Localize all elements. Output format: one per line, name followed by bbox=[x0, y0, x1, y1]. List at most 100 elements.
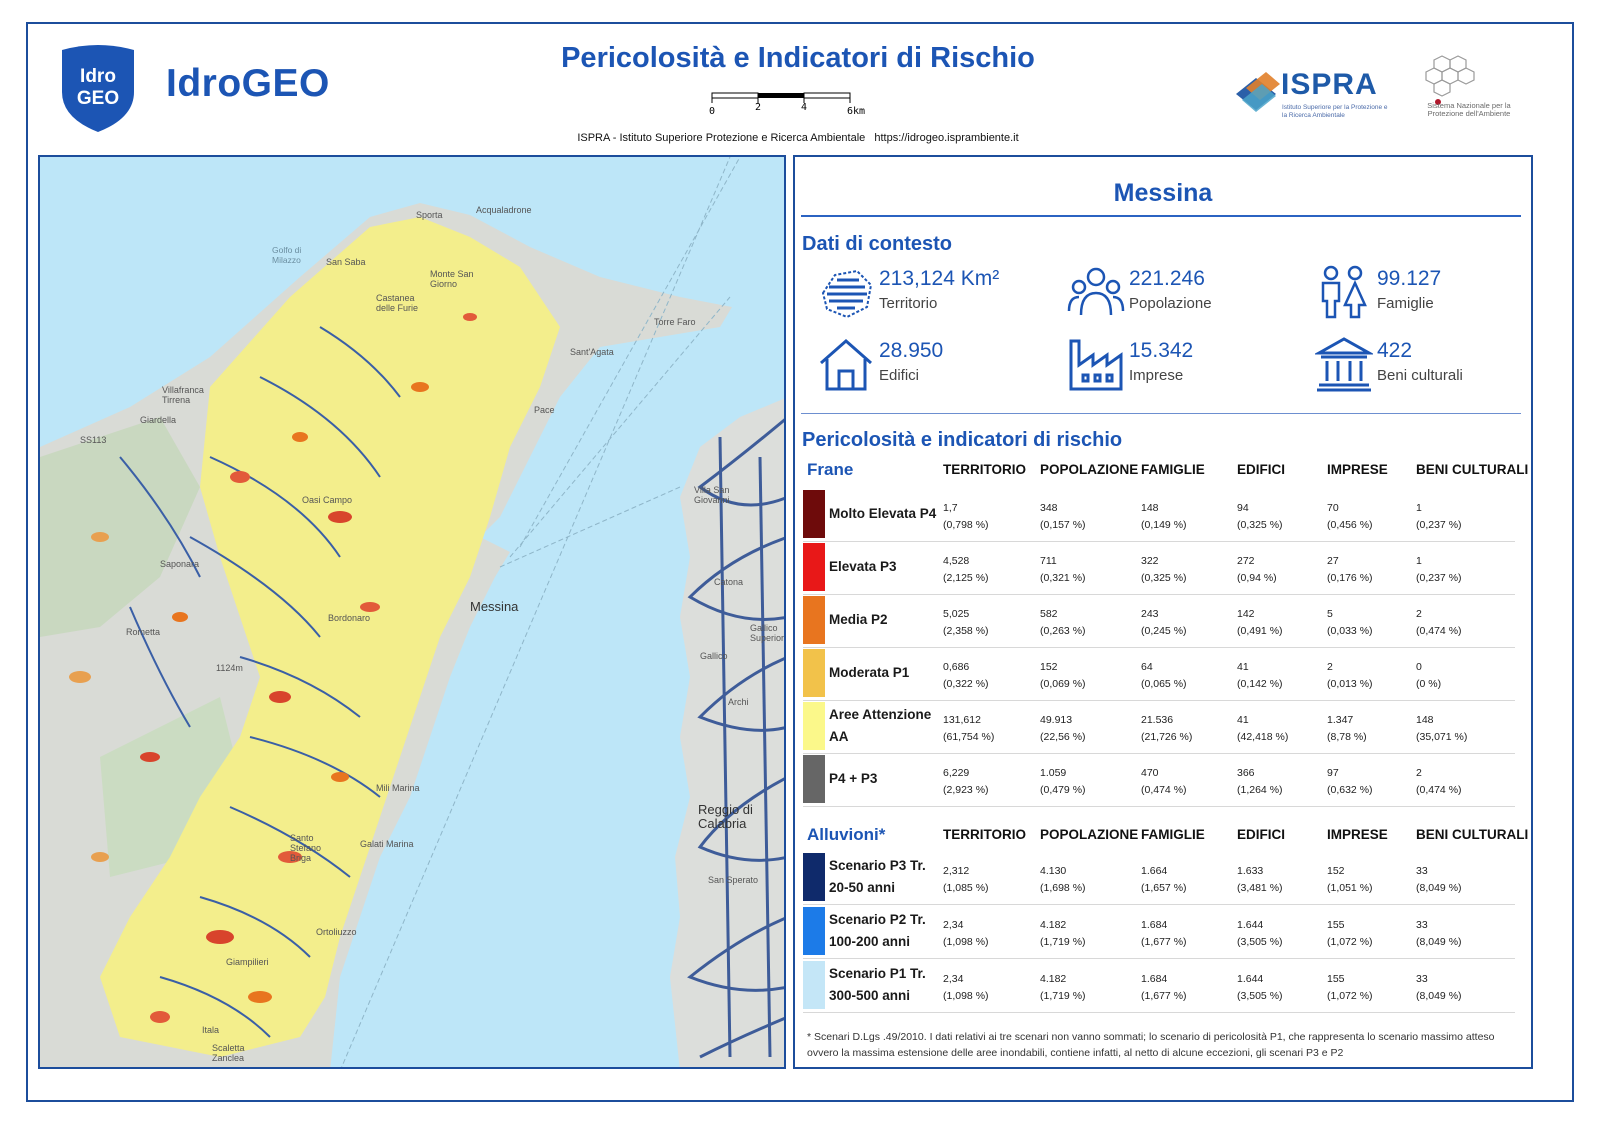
page-title: Pericolosità e Indicatori di Rischio bbox=[561, 42, 1035, 74]
cell-percentage: (0,325 %) bbox=[1141, 572, 1187, 584]
cell-value: 4.182 bbox=[1040, 919, 1067, 931]
cell-percentage: (1,072 %) bbox=[1327, 990, 1373, 1002]
table-cell: 4,528 (2,125 %) bbox=[943, 553, 989, 587]
imprese-label: Imprese bbox=[1129, 367, 1184, 384]
table-row: Scenario P1 Tr. 300-500 anni 2,34 (1,098 %… bbox=[803, 959, 1515, 1013]
cell-value: 1,7 bbox=[943, 502, 958, 514]
cell-value: 148 bbox=[1141, 502, 1159, 514]
cell-percentage: (3,505 %) bbox=[1237, 990, 1283, 1002]
table-cell: 0 (0 %) bbox=[1416, 659, 1441, 693]
place-label: Oasi Campo bbox=[302, 495, 353, 505]
row-label: P4 + P3 bbox=[829, 771, 878, 786]
col-edifici: EDIFICI bbox=[1237, 827, 1286, 842]
place-label: Sant'Agata bbox=[570, 347, 614, 357]
table-row: Elevata P3 4,528 (2,125 %) 711 (0,321 %) 322 (… bbox=[803, 541, 1515, 595]
cell-percentage: (1,072 %) bbox=[1327, 936, 1373, 948]
ispra-logo-icon bbox=[1236, 72, 1280, 112]
calabria-flood-network bbox=[687, 418, 784, 1059]
footnote: * Scenari D.Lgs .49/2010. I dati relativ… bbox=[807, 1031, 1495, 1059]
context-item-beni-culturali: 422 Beni culturali bbox=[1315, 335, 1535, 401]
cell-percentage: (2,358 %) bbox=[943, 625, 989, 637]
report-sheet: Idro GEO IdroGEO Pericolosità e Indicato… bbox=[26, 22, 1574, 1102]
population-icon bbox=[1067, 267, 1125, 316]
table-cell: 33 (8,049 %) bbox=[1416, 863, 1462, 897]
table-cell: 4.182 (1,719 %) bbox=[1040, 917, 1086, 951]
cell-percentage: (1,719 %) bbox=[1040, 936, 1086, 948]
place-label: Castanea delle Furie bbox=[376, 293, 419, 313]
table-cell: 1 (0,237 %) bbox=[1416, 553, 1462, 587]
table-cell: 142 (0,491 %) bbox=[1237, 606, 1283, 640]
table-cell: 1 (0,237 %) bbox=[1416, 500, 1462, 534]
alluvioni-title: Alluvioni* bbox=[807, 825, 886, 844]
map-canvas bbox=[40, 157, 784, 1067]
scale-label-4: 4 bbox=[801, 102, 807, 113]
legend-swatch bbox=[803, 907, 825, 955]
row-label: Scenario P3 Tr. 20-50 anni bbox=[829, 858, 926, 895]
table-cell: 41 (0,142 %) bbox=[1237, 659, 1283, 693]
cell-percentage: (0,263 %) bbox=[1040, 625, 1086, 637]
shield-text-bottom: GEO bbox=[77, 88, 119, 109]
cell-value: 1.684 bbox=[1141, 919, 1168, 931]
hazard-map[interactable]: Sporta Acqualadrone Golfo di Milazzo San… bbox=[38, 155, 786, 1069]
cell-percentage: (8,049 %) bbox=[1416, 936, 1462, 948]
credit-url[interactable]: https://idrogeo.isprambiente.it bbox=[874, 132, 1019, 144]
snpa-logo-icon bbox=[1425, 55, 1475, 105]
table-row: Media P2 5,025 (2,358 %) 582 (0,263 %) 243 (0,… bbox=[803, 594, 1515, 648]
table-cell: 49.913 (22,56 %) bbox=[1040, 712, 1086, 746]
table-cell: 470 (0,474 %) bbox=[1141, 765, 1187, 799]
cell-value: 2 bbox=[1416, 608, 1422, 620]
table-cell: 21.536 (21,726 %) bbox=[1141, 712, 1192, 746]
snpa-text: Sistema Nazionale per la Protezione dell… bbox=[1427, 101, 1511, 118]
cell-percentage: (0,798 %) bbox=[943, 519, 989, 531]
cell-percentage: (0,456 %) bbox=[1327, 519, 1373, 531]
col-territorio: TERRITORIO bbox=[943, 462, 1027, 477]
row-label: Scenario P1 Tr. 300-500 anni bbox=[829, 966, 926, 1003]
cell-percentage: (0,176 %) bbox=[1327, 572, 1373, 584]
city-name: Messina bbox=[1113, 179, 1213, 207]
cell-value: 348 bbox=[1040, 502, 1058, 514]
shield-text-top: Idro bbox=[80, 66, 116, 87]
place-label: Giampilieri bbox=[226, 957, 269, 967]
table-cell: 1.684 (1,677 %) bbox=[1141, 971, 1187, 1005]
cell-percentage: (3,481 %) bbox=[1237, 882, 1283, 894]
cell-percentage: (1,719 %) bbox=[1040, 990, 1086, 1002]
attention-area bbox=[100, 217, 560, 1057]
table-cell: 1.684 (1,677 %) bbox=[1141, 917, 1187, 951]
table-cell: 27 (0,176 %) bbox=[1327, 553, 1373, 587]
cell-value: 64 bbox=[1141, 661, 1153, 673]
cell-value: 1.347 bbox=[1327, 714, 1354, 726]
ispra-name: ISPRA bbox=[1281, 68, 1378, 101]
cell-value: 2 bbox=[1327, 661, 1333, 673]
imprese-value: 15.342 bbox=[1129, 339, 1194, 362]
cell-percentage: (8,78 %) bbox=[1327, 731, 1367, 743]
place-label-messina: Messina bbox=[470, 599, 519, 614]
cell-percentage: (0,013 %) bbox=[1327, 678, 1373, 690]
frane-table-header: Frane TERRITORIO POPOLAZIONE FAMIGLIE ED… bbox=[795, 460, 1535, 482]
cell-percentage: (8,049 %) bbox=[1416, 882, 1462, 894]
table-cell: 1.059 (0,479 %) bbox=[1040, 765, 1086, 799]
frane-title: Frane bbox=[807, 460, 854, 479]
row-label: Media P2 bbox=[829, 612, 888, 627]
cell-value: 152 bbox=[1040, 661, 1058, 673]
col-popolazione: POPOLAZIONE bbox=[1040, 827, 1139, 842]
cell-value: 4.130 bbox=[1040, 865, 1067, 877]
sicily-flood-channels bbox=[119, 326, 401, 1038]
cell-percentage: (0,321 %) bbox=[1040, 572, 1086, 584]
territorio-label: Territorio bbox=[879, 295, 938, 312]
place-label: Catona bbox=[714, 577, 744, 587]
cell-value: 1 bbox=[1416, 555, 1422, 567]
table-cell: 582 (0,263 %) bbox=[1040, 606, 1086, 640]
cell-percentage: (8,049 %) bbox=[1416, 990, 1462, 1002]
table-cell: 5 (0,033 %) bbox=[1327, 606, 1373, 640]
territory-icon bbox=[821, 269, 873, 319]
map-scale-bar: 0 2 4 6km bbox=[709, 92, 865, 117]
col-famiglie: FAMIGLIE bbox=[1141, 462, 1205, 477]
table-cell: 155 (1,072 %) bbox=[1327, 971, 1373, 1005]
cell-percentage: (0,149 %) bbox=[1141, 519, 1187, 531]
beni-culturali-label: Beni culturali bbox=[1377, 367, 1463, 384]
cell-percentage: (2,923 %) bbox=[943, 784, 989, 796]
cell-value: 49.913 bbox=[1040, 714, 1073, 726]
edifici-label: Edifici bbox=[879, 367, 920, 384]
statistics-panel: Messina Dati di contesto 213,124 Km² Ter… bbox=[793, 155, 1533, 1069]
cell-value: 21.536 bbox=[1141, 714, 1174, 726]
